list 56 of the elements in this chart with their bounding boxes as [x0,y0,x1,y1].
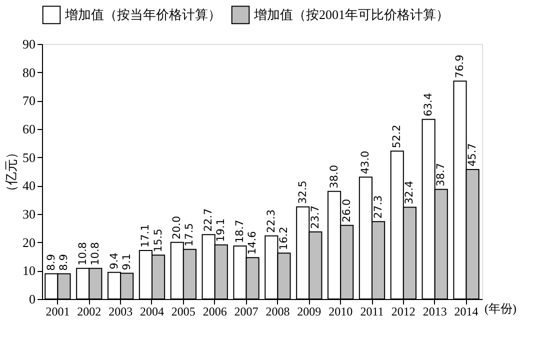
x-tick-label: 2010 [328,304,353,318]
y-tick-label: 20 [22,234,36,250]
data-label: 52.2 [391,124,404,148]
data-label: 17.1 [140,224,152,248]
data-label: 15.5 [152,228,164,252]
legend-label: 增加值（按2001年可比价格计算） [253,6,449,22]
data-label: 17.5 [184,223,196,246]
data-label: 22.7 [202,208,215,232]
data-label: 45.7 [466,143,479,167]
y-tick-label: 70 [22,93,36,108]
y-tick-label: 30 [22,206,36,222]
data-label: 38.7 [435,162,448,186]
y-tick-label: 50 [22,150,36,165]
data-label: 76.9 [454,54,466,78]
x-tick-label: 2013 [422,304,447,318]
data-label: 19.1 [215,218,228,242]
x-tick-label: 2003 [108,304,133,318]
data-label: 32.5 [296,180,309,204]
x-tick-label: 2005 [171,304,196,318]
y-tick-label: 0 [29,292,36,306]
x-tick-label: 2004 [140,304,164,318]
x-tick-label: 2014 [454,304,478,318]
x-tick-label: 2007 [234,304,258,318]
y-tick-label: 40 [22,178,36,194]
data-label: 32.4 [404,180,416,204]
data-label: 43.0 [360,150,372,174]
data-label: 18.7 [234,220,246,244]
x-tick-label: 2012 [391,304,416,318]
data-label: 14.6 [246,230,259,255]
data-label: 22.3 [265,209,278,233]
data-label: 9.4 [108,252,120,270]
data-label: 8.9 [58,254,70,271]
data-label: 23.7 [309,205,322,229]
data-label: 63.4 [422,92,435,116]
data-label: 8.9 [45,254,58,271]
data-label: 26.0 [340,198,353,222]
y-axis-title: （亿元） [4,146,18,198]
x-tick-label: 2011 [360,304,384,318]
x-axis-title: (年份) [484,302,516,316]
x-tick-label: 2009 [297,304,322,318]
y-tick-label: 60 [22,122,36,136]
data-label: 20.0 [171,216,184,240]
x-tick-label: 2008 [266,304,290,318]
data-label: 10.8 [89,242,102,266]
x-tick-label: 2002 [77,304,102,318]
x-tick-label: 2006 [202,304,227,318]
data-label: 27.3 [372,195,384,219]
data-label: 38.0 [328,164,340,188]
data-label: 9.1 [120,254,133,270]
legend-label: 增加值（按当年价格计算） [64,6,221,22]
data-label: 10.8 [76,242,89,266]
x-tick-label: 2001 [46,304,70,318]
y-tick-label: 90 [22,36,36,52]
y-tick-label: 80 [22,64,36,80]
y-tick-label: 10 [22,263,36,278]
data-label: 16.2 [278,226,290,250]
